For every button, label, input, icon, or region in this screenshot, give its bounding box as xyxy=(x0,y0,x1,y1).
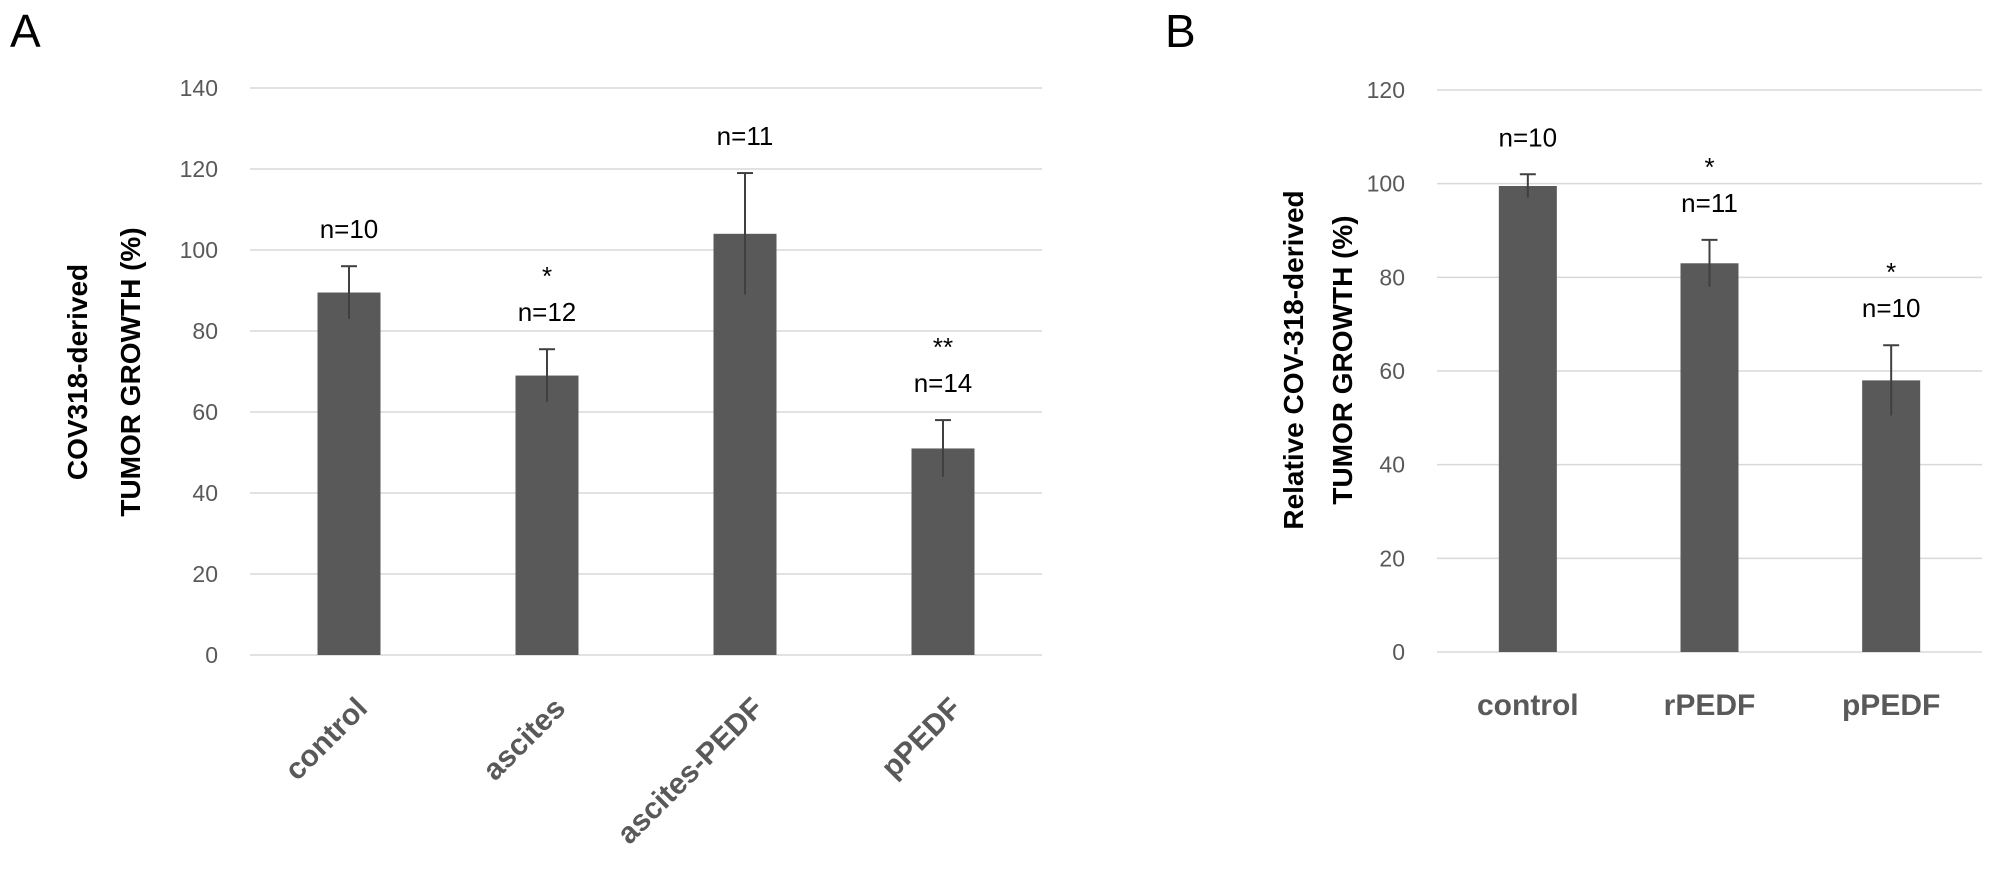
chart-a-category-label: ascites-PEDF xyxy=(611,692,770,851)
chart-a-annotation: n=12 xyxy=(518,297,577,327)
chart-a-ylabel-line: TUMOR GROWTH (%) xyxy=(115,227,146,516)
chart-a-ytick-label: 140 xyxy=(180,75,218,101)
chart-a-ytick-label: 40 xyxy=(192,480,218,506)
chart-a: 0 20 40 60 80 100 120 140 COV318-derived TUMOR GR… xyxy=(62,75,1042,851)
panel-b-label: B xyxy=(1165,5,1196,57)
chart-a-annotation: n=14 xyxy=(914,368,973,398)
chart-b-bar xyxy=(1498,186,1557,652)
chart-b-annotation: n=10 xyxy=(1862,293,1921,323)
chart-a-annotation: n=11 xyxy=(717,121,774,151)
chart-a-ytick-label: 20 xyxy=(192,561,218,587)
chart-a-ytick-label: 0 xyxy=(205,642,218,668)
chart-b-category-label: rPEDF xyxy=(1664,689,1756,722)
chart-b-ytick-label: 120 xyxy=(1367,77,1405,103)
chart-a-bar xyxy=(515,375,579,655)
chart-b-ytick-label: 0 xyxy=(1392,639,1405,665)
chart-a-bar xyxy=(713,233,777,656)
chart-b: 0 20 40 60 80 100 120 Relative COV-318-derived T… xyxy=(1278,77,1982,722)
chart-a-bar xyxy=(911,448,975,655)
chart-b-ylabel-line: TUMOR GROWTH (%) xyxy=(1327,215,1358,504)
chart-a-annotation: n=10 xyxy=(320,214,379,244)
chart-a-bar xyxy=(317,292,381,655)
chart-b-bar xyxy=(1862,380,1921,652)
chart-b-ytick-label: 80 xyxy=(1379,264,1405,290)
chart-a-ylabel-line: COV318-derived xyxy=(62,264,93,480)
chart-b-annotation: * xyxy=(1886,257,1896,287)
chart-b-ylabel-line: Relative COV-318-derived xyxy=(1278,190,1309,529)
chart-b-ytick-label: 100 xyxy=(1367,171,1405,197)
chart-a-annotation: * xyxy=(542,261,552,291)
chart-b-bar xyxy=(1680,263,1739,652)
chart-b-category-label: pPEDF xyxy=(1842,689,1940,722)
chart-b-annotation: n=10 xyxy=(1499,122,1558,152)
chart-b-ytick-label: 40 xyxy=(1379,452,1405,478)
chart-a-ytick-label: 120 xyxy=(180,156,218,182)
chart-b-ytick-label: 60 xyxy=(1379,358,1405,384)
panel-a-label: A xyxy=(10,5,41,57)
chart-b-ytick-label: 20 xyxy=(1379,545,1405,571)
chart-b-annotation: n=11 xyxy=(1681,188,1738,218)
chart-a-ytick-label: 100 xyxy=(180,237,218,263)
chart-a-ytick-label: 80 xyxy=(192,318,218,344)
chart-a-ytick-label: 60 xyxy=(192,399,218,425)
chart-a-category-label: control xyxy=(279,692,374,787)
chart-a-category-label: pPEDF xyxy=(875,692,968,785)
chart-b-annotation: * xyxy=(1704,152,1714,182)
chart-a-annotation: ** xyxy=(933,332,953,362)
chart-b-category-label: control xyxy=(1477,689,1579,722)
chart-a-category-label: ascites xyxy=(477,692,572,787)
